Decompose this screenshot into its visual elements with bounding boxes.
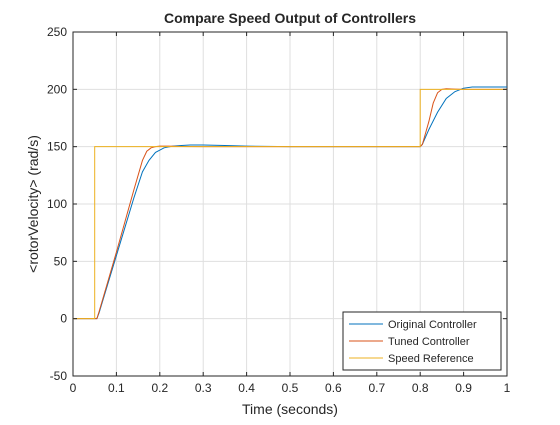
x-axis-label: Time (seconds) xyxy=(242,401,338,417)
x-tick-label: 0.3 xyxy=(195,381,212,395)
x-tick-label: 0.6 xyxy=(325,381,342,395)
y-axis-label: <rotorVelocity> (rad/s) xyxy=(25,135,41,273)
y-tick-label: 150 xyxy=(47,140,67,154)
series-lines xyxy=(73,86,507,320)
y-tick-label: 250 xyxy=(47,25,67,39)
series-line-speed-reference xyxy=(73,88,507,320)
y-tick-label: 200 xyxy=(47,82,67,96)
x-tick-label: 0.8 xyxy=(412,381,429,395)
legend-label-original-controller: Original Controller xyxy=(388,319,477,331)
x-tick-label: 1 xyxy=(504,381,511,395)
legend: Original Controller Tuned Controller Speed… xyxy=(342,311,502,371)
series-line-original-controller xyxy=(73,86,507,320)
x-tick-label: 0.5 xyxy=(282,381,299,395)
legend-label-speed-reference: Speed Reference xyxy=(388,353,474,365)
legend-label-tuned-controller: Tuned Controller xyxy=(388,336,470,348)
y-tick-label: -50 xyxy=(50,369,68,383)
x-tick-label: 0.1 xyxy=(108,381,125,395)
x-tick-label: 0 xyxy=(70,381,77,395)
y-tick-label: 50 xyxy=(54,254,68,268)
x-tick-label: 0.9 xyxy=(455,381,472,395)
y-tick-label: 0 xyxy=(60,312,67,326)
axis-ticks: 0 0.1 0.2 0.3 0.4 0.5 0.6 0.7 0.8 0.9 1-5005010015… xyxy=(47,25,511,395)
x-tick-label: 0.4 xyxy=(238,381,255,395)
y-tick-label: 100 xyxy=(47,197,67,211)
x-tick-label: 0.7 xyxy=(368,381,385,395)
chart-title: Compare Speed Output of Controllers xyxy=(164,10,416,26)
x-tick-label: 0.2 xyxy=(151,381,168,395)
